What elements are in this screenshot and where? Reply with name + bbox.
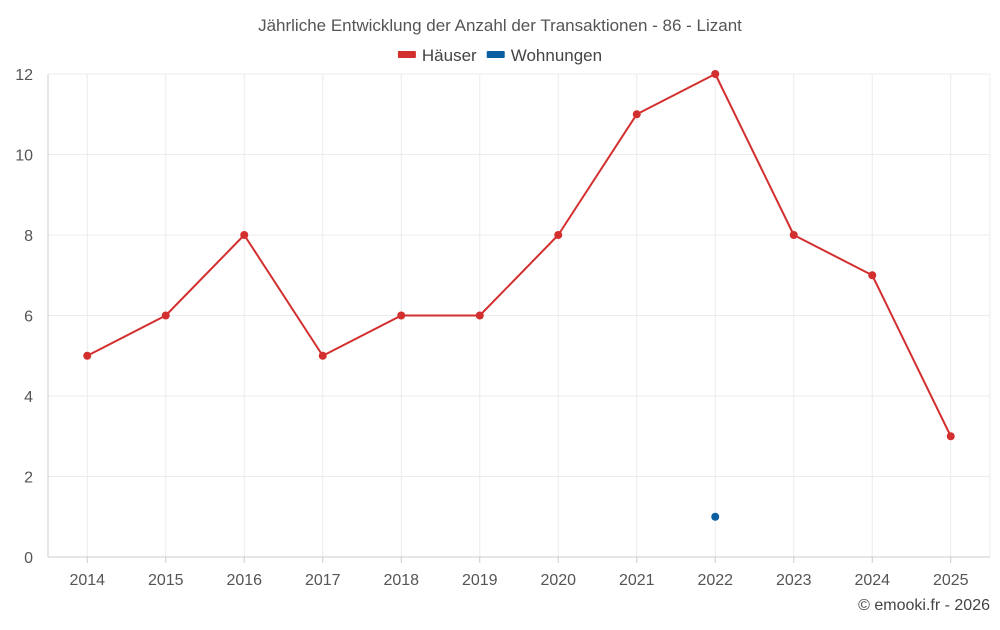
data-point bbox=[161, 311, 170, 320]
series-layer bbox=[83, 70, 955, 521]
source-credit: © emooki.fr - 2026 bbox=[858, 597, 990, 614]
x-tick-label: 2021 bbox=[619, 572, 655, 589]
y-tick-label: 4 bbox=[24, 389, 33, 406]
y-tick-label: 0 bbox=[24, 550, 33, 567]
legend-label: Wohnungen bbox=[511, 46, 602, 65]
y-tick-label: 12 bbox=[15, 67, 33, 84]
y-tick-label: 10 bbox=[15, 148, 33, 165]
x-tick-label: 2023 bbox=[776, 572, 812, 589]
data-point bbox=[946, 432, 955, 441]
data-point bbox=[789, 231, 798, 239]
data-point bbox=[711, 70, 720, 78]
x-tick-label: 2016 bbox=[226, 572, 262, 589]
x-tick-label: 2014 bbox=[69, 572, 105, 589]
chart-title: Jährliche Entwicklung der Anzahl der Tra… bbox=[258, 16, 742, 35]
data-point bbox=[318, 351, 327, 360]
data-point bbox=[711, 512, 720, 521]
data-point bbox=[475, 311, 484, 320]
legend: Häuser Wohnungen bbox=[397, 46, 602, 65]
y-tick-label: 2 bbox=[24, 470, 33, 487]
x-tick-label: 2020 bbox=[540, 572, 576, 589]
x-tick-label: 2019 bbox=[462, 572, 498, 589]
axes: 0 2 4 6 8 10 12 2014 2015 2016 2017 2018 2019 2020 202… bbox=[15, 67, 990, 589]
y-tick-label: 8 bbox=[24, 228, 33, 245]
x-tick-label: 2024 bbox=[854, 572, 890, 589]
series-line-0 bbox=[86, 73, 952, 437]
y-tick-label: 6 bbox=[24, 309, 33, 326]
data-point bbox=[632, 110, 641, 119]
data-point bbox=[397, 311, 406, 320]
x-tick-label: 2017 bbox=[305, 572, 341, 589]
x-tick-label: 2025 bbox=[933, 572, 969, 589]
legend-swatch bbox=[486, 51, 505, 58]
data-point bbox=[83, 351, 92, 360]
data-point bbox=[240, 231, 249, 239]
x-tick-label: 2022 bbox=[697, 572, 733, 589]
x-tick-label: 2018 bbox=[383, 572, 419, 589]
legend-swatch bbox=[397, 51, 416, 58]
data-point bbox=[554, 231, 563, 239]
grid bbox=[48, 73, 991, 557]
x-tick-label: 2015 bbox=[148, 572, 184, 589]
data-point bbox=[868, 271, 877, 280]
legend-label: Häuser bbox=[422, 46, 477, 65]
